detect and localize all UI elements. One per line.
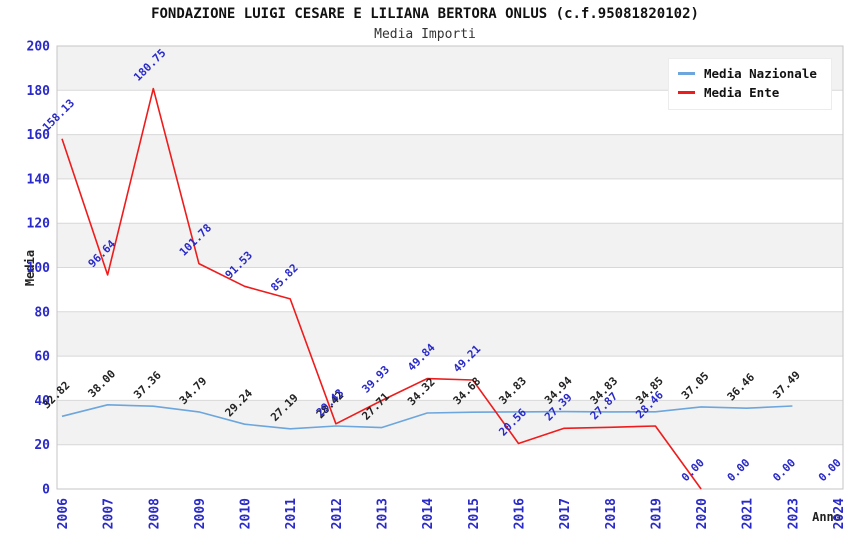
y-tick-label: 80 [34, 305, 50, 320]
legend-label-media-nazionale: Media Nazionale [704, 66, 817, 81]
x-tick-label: 2019 [649, 498, 664, 529]
y-tick-label: 60 [34, 350, 50, 365]
x-tick-label: 2016 [512, 498, 527, 529]
x-tick-label: 2023 [786, 498, 801, 529]
legend-label-media-ente: Media Ente [704, 85, 780, 100]
x-tick-label: 2017 [558, 498, 573, 529]
legend-item-media-nazionale: Media Nazionale [678, 64, 817, 83]
x-tick-label: 2015 [467, 498, 482, 529]
y-tick-label: 140 [27, 172, 51, 187]
x-tick-label: 2008 [147, 498, 162, 529]
x-tick-label: 2011 [284, 498, 299, 529]
chart-subtitle: Media Importi [374, 27, 476, 42]
x-tick-label: 2009 [193, 498, 208, 529]
x-tick-label: 2013 [376, 498, 391, 529]
plot-band [57, 311, 843, 357]
y-tick-label: 180 [27, 84, 51, 99]
plot-band [57, 444, 843, 489]
x-tick-label: 2012 [330, 498, 345, 529]
plot-band [57, 134, 843, 179]
y-tick-label: 200 [27, 40, 51, 55]
x-tick-label: 2021 [741, 498, 756, 529]
x-tick-label: 2014 [421, 498, 436, 529]
y-tick-label: 160 [27, 128, 51, 143]
plot-frame [56, 45, 844, 490]
x-tick-label: 2020 [695, 498, 710, 529]
plot-band [57, 223, 843, 268]
x-tick-label: 2018 [604, 498, 619, 529]
series-line-media-nazionale [61, 404, 793, 430]
y-tick-label: 120 [27, 217, 51, 232]
y-tick-label: 20 [34, 438, 50, 453]
x-tick-label: 2024 [832, 498, 847, 529]
y-tick-label: 40 [34, 394, 50, 409]
media-nazionale-line-swatch [678, 72, 695, 75]
media-ente-line-swatch [678, 91, 695, 94]
y-tick-label: 100 [27, 261, 51, 276]
legend: Media Nazionale Media Ente [668, 58, 832, 110]
x-tick-label: 2010 [239, 498, 254, 529]
y-tick-label: 0 [42, 483, 50, 498]
plot-band [57, 178, 843, 224]
x-tick-label: 2007 [102, 498, 117, 529]
plot-band [57, 356, 843, 401]
chart-title: FONDAZIONE LUIGI CESARE E LILIANA BERTOR… [151, 6, 699, 22]
plot-band [57, 267, 843, 312]
x-axis-title: Anno [812, 510, 841, 524]
legend-item-media-ente: Media Ente [678, 83, 817, 102]
x-tick-label: 2006 [56, 498, 71, 529]
